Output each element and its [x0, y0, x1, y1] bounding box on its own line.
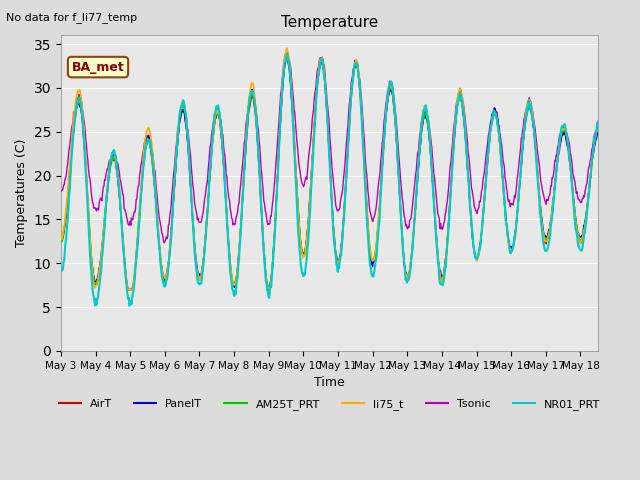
Legend: AirT, PanelT, AM25T_PRT, li75_t, Tsonic, NR01_PRT: AirT, PanelT, AM25T_PRT, li75_t, Tsonic,…: [54, 395, 605, 415]
Y-axis label: Temperatures (C): Temperatures (C): [15, 139, 28, 247]
Text: BA_met: BA_met: [72, 60, 124, 73]
X-axis label: Time: Time: [314, 376, 345, 389]
Text: No data for f_li77_temp: No data for f_li77_temp: [6, 12, 138, 23]
Title: Temperature: Temperature: [281, 15, 378, 30]
